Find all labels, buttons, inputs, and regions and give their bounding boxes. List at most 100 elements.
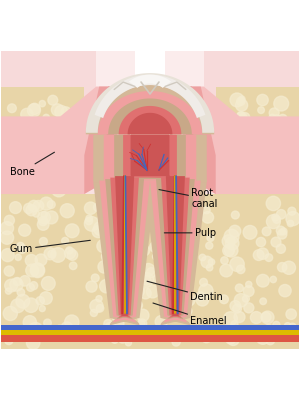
Circle shape — [10, 202, 21, 214]
Circle shape — [283, 124, 289, 130]
Circle shape — [272, 115, 281, 124]
Circle shape — [160, 235, 171, 246]
Circle shape — [48, 95, 58, 105]
Circle shape — [173, 273, 180, 280]
Circle shape — [284, 323, 291, 330]
Circle shape — [147, 326, 154, 333]
Circle shape — [243, 226, 257, 239]
Circle shape — [246, 281, 252, 288]
Circle shape — [257, 248, 269, 260]
Polygon shape — [161, 178, 190, 318]
Polygon shape — [144, 182, 207, 326]
Circle shape — [280, 228, 287, 235]
Circle shape — [128, 292, 140, 304]
Circle shape — [125, 340, 132, 346]
Circle shape — [67, 250, 78, 260]
Polygon shape — [1, 51, 96, 230]
Circle shape — [5, 279, 17, 292]
Circle shape — [41, 276, 55, 290]
Circle shape — [261, 312, 271, 322]
Circle shape — [54, 168, 68, 182]
Circle shape — [269, 108, 279, 118]
Circle shape — [273, 321, 280, 328]
Polygon shape — [1, 194, 299, 349]
Circle shape — [272, 214, 279, 221]
Polygon shape — [1, 335, 299, 342]
Circle shape — [26, 264, 39, 277]
Polygon shape — [204, 51, 299, 230]
Circle shape — [266, 336, 274, 345]
Circle shape — [199, 284, 213, 298]
Circle shape — [26, 205, 37, 216]
Circle shape — [234, 294, 248, 307]
Text: Bone: Bone — [10, 152, 54, 177]
Circle shape — [266, 215, 280, 228]
Circle shape — [201, 256, 213, 268]
Circle shape — [262, 227, 271, 236]
Circle shape — [41, 212, 47, 218]
Circle shape — [184, 307, 192, 315]
Circle shape — [30, 118, 43, 132]
Circle shape — [275, 122, 283, 129]
Circle shape — [172, 338, 180, 346]
Circle shape — [16, 242, 24, 250]
Circle shape — [196, 292, 205, 301]
Circle shape — [94, 222, 108, 236]
Circle shape — [220, 144, 233, 157]
Circle shape — [51, 248, 65, 262]
Circle shape — [199, 254, 206, 261]
Circle shape — [279, 284, 291, 297]
Circle shape — [239, 96, 245, 102]
Circle shape — [227, 158, 233, 164]
Circle shape — [226, 143, 238, 155]
Circle shape — [64, 138, 76, 150]
Circle shape — [65, 224, 79, 238]
Circle shape — [239, 126, 249, 136]
Circle shape — [220, 295, 228, 304]
Circle shape — [197, 326, 204, 332]
Polygon shape — [150, 180, 201, 322]
Circle shape — [111, 336, 118, 343]
Circle shape — [64, 248, 76, 259]
Circle shape — [102, 224, 112, 234]
Polygon shape — [108, 98, 192, 179]
Circle shape — [226, 237, 239, 250]
Circle shape — [98, 260, 110, 273]
Circle shape — [266, 196, 281, 211]
Circle shape — [40, 292, 52, 304]
Polygon shape — [165, 51, 299, 185]
Circle shape — [51, 104, 63, 116]
Polygon shape — [216, 86, 299, 194]
Circle shape — [27, 284, 34, 291]
Polygon shape — [1, 51, 135, 185]
Text: Enamel: Enamel — [153, 303, 227, 326]
Circle shape — [258, 107, 265, 114]
Circle shape — [107, 256, 117, 267]
Circle shape — [176, 210, 184, 218]
Circle shape — [266, 172, 279, 185]
Circle shape — [31, 263, 44, 277]
Circle shape — [113, 217, 123, 226]
Circle shape — [61, 107, 71, 117]
Circle shape — [261, 311, 274, 324]
Circle shape — [239, 112, 250, 123]
Text: Dentin: Dentin — [147, 281, 223, 302]
Circle shape — [33, 200, 44, 211]
Polygon shape — [93, 182, 156, 326]
Circle shape — [39, 306, 45, 312]
Circle shape — [201, 332, 212, 343]
Circle shape — [146, 268, 156, 278]
Circle shape — [123, 270, 129, 276]
Circle shape — [178, 211, 193, 226]
Circle shape — [113, 254, 127, 269]
Circle shape — [250, 312, 262, 324]
Circle shape — [230, 257, 244, 272]
Circle shape — [270, 276, 277, 283]
Circle shape — [38, 216, 48, 226]
Circle shape — [138, 320, 145, 327]
Circle shape — [176, 296, 188, 308]
Circle shape — [98, 214, 108, 224]
Circle shape — [11, 299, 25, 313]
Circle shape — [162, 235, 172, 244]
Circle shape — [4, 266, 14, 276]
